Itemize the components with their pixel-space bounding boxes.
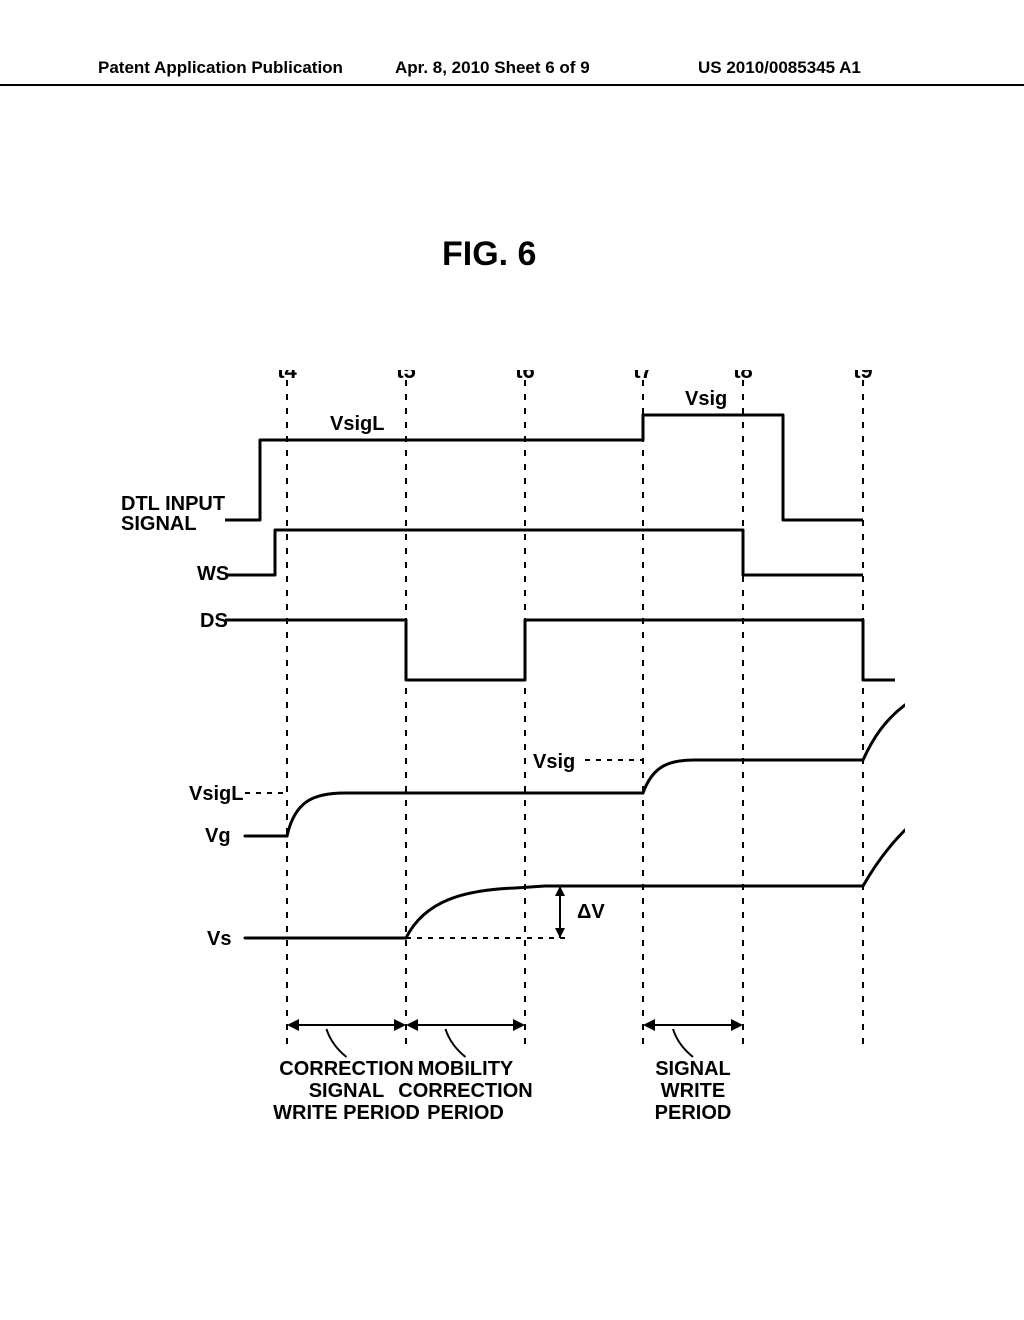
- svg-text:Vg: Vg: [205, 825, 231, 847]
- svg-text:ΔV: ΔV: [577, 901, 605, 923]
- svg-text:VsigL: VsigL: [330, 413, 384, 435]
- svg-text:MOBILITY: MOBILITY: [418, 1058, 514, 1080]
- svg-text:PERIOD: PERIOD: [427, 1102, 504, 1124]
- svg-text:t4: t4: [277, 370, 297, 383]
- svg-text:DS: DS: [200, 610, 228, 632]
- svg-text:CORRECTION: CORRECTION: [398, 1080, 532, 1102]
- page: Patent Application Publication Apr. 8, 2…: [0, 0, 1024, 1320]
- header-left: Patent Application Publication: [98, 58, 343, 78]
- header-center: Apr. 8, 2010 Sheet 6 of 9: [395, 58, 590, 78]
- svg-text:t7: t7: [633, 370, 653, 383]
- svg-text:Vsig: Vsig: [533, 751, 575, 773]
- figure-title: FIG. 6: [442, 235, 536, 274]
- svg-text:t6: t6: [515, 370, 535, 383]
- svg-text:VsigL: VsigL: [189, 783, 243, 805]
- svg-text:t5: t5: [396, 370, 416, 383]
- header-right: US 2010/0085345 A1: [698, 58, 861, 78]
- svg-text:WS: WS: [197, 563, 229, 585]
- svg-text:WRITE: WRITE: [661, 1080, 725, 1102]
- svg-text:Vsig: Vsig: [685, 388, 727, 410]
- svg-text:PERIOD: PERIOD: [655, 1102, 732, 1124]
- svg-text:CORRECTION: CORRECTION: [279, 1058, 413, 1080]
- svg-text:SIGNAL: SIGNAL: [655, 1058, 731, 1080]
- svg-text:t9: t9: [853, 370, 873, 383]
- svg-text:Vs: Vs: [207, 928, 231, 950]
- svg-text:SIGNAL: SIGNAL: [121, 513, 197, 535]
- page-header: Patent Application Publication Apr. 8, 2…: [0, 58, 1024, 86]
- svg-text:t8: t8: [733, 370, 753, 383]
- svg-text:WRITE PERIOD: WRITE PERIOD: [273, 1102, 420, 1124]
- svg-text:DTL INPUT: DTL INPUT: [121, 493, 225, 515]
- timing-diagram: t4t5t6t7t8t9DTL INPUTSIGNALVsigLVsigWSDS…: [115, 370, 905, 1140]
- svg-text:SIGNAL: SIGNAL: [309, 1080, 385, 1102]
